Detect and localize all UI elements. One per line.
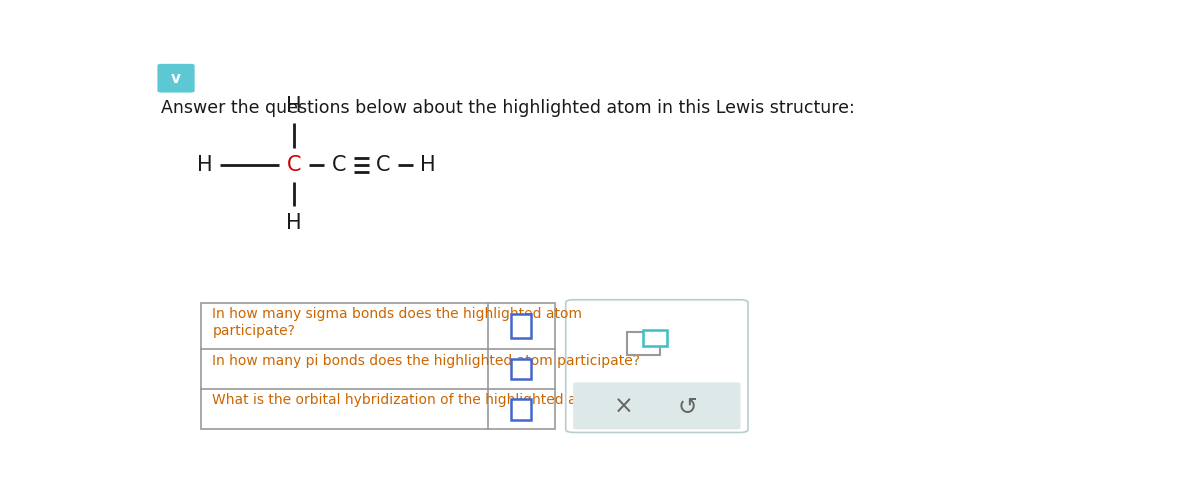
Bar	[626, 331, 660, 355]
Bar	[511, 314, 532, 338]
Text: Answer the questions below about the highlighted atom in this Lewis structure:: Answer the questions below about the hig…	[161, 99, 854, 117]
FancyBboxPatch shape	[157, 64, 194, 93]
Text: C: C	[331, 155, 346, 175]
Bar	[511, 358, 532, 380]
Text: H: H	[420, 155, 436, 175]
Text: H: H	[287, 214, 302, 233]
Text: C: C	[376, 155, 391, 175]
Bar	[511, 399, 532, 420]
Text: ↺: ↺	[677, 395, 697, 419]
Text: C: C	[287, 155, 301, 175]
Text: In how many sigma bonds does the highlighted atom
participate?: In how many sigma bonds does the highlig…	[212, 307, 582, 337]
Text: H: H	[197, 155, 212, 175]
Bar	[643, 330, 667, 346]
Text: What is the orbital hybridization of the highlighted atom?: What is the orbital hybridization of the…	[212, 393, 612, 408]
FancyBboxPatch shape	[565, 300, 748, 433]
Text: ×: ×	[613, 395, 634, 419]
Text: In how many pi bonds does the highlighted atom participate?: In how many pi bonds does the highlighte…	[212, 354, 641, 368]
Text: H: H	[287, 96, 302, 116]
Bar	[202, 303, 554, 430]
Text: v: v	[172, 71, 181, 86]
FancyBboxPatch shape	[574, 382, 740, 430]
